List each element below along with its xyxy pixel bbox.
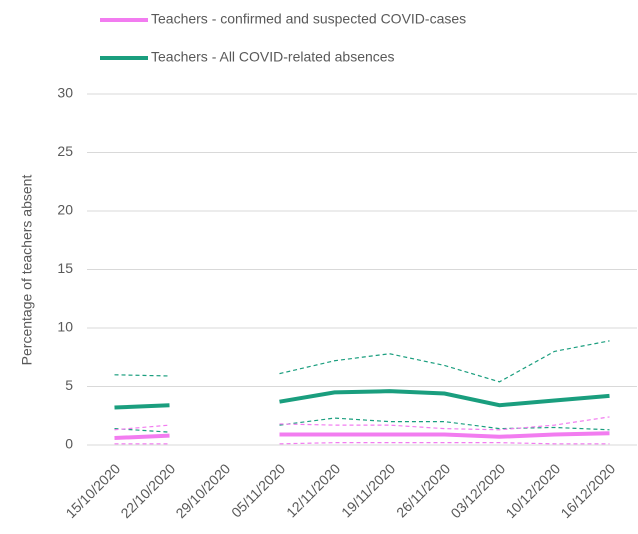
x-tick-label: 05/11/2020 <box>228 460 288 520</box>
x-tick-label: 15/10/2020 <box>62 460 123 521</box>
series-line <box>114 431 610 440</box>
x-tick-label: 03/12/2020 <box>447 460 508 521</box>
legend-label: Teachers - All COVID-related absences <box>151 49 395 65</box>
x-tick-label: 22/10/2020 <box>117 460 178 521</box>
bound-line <box>114 340 610 383</box>
x-tick-label: 10/12/2020 <box>502 460 563 521</box>
y-axis-label: Percentage of teachers absent <box>19 175 35 366</box>
series-line <box>114 389 610 410</box>
y-tick-label: 20 <box>57 202 73 218</box>
bound-line <box>114 417 610 433</box>
x-tick-label: 12/11/2020 <box>283 460 343 520</box>
y-tick-label: 0 <box>65 436 73 452</box>
x-tick-label: 26/11/2020 <box>393 460 453 520</box>
bound-line <box>114 416 610 431</box>
y-tick-label: 15 <box>57 260 73 276</box>
x-tick-label: 16/12/2020 <box>557 460 618 521</box>
legend-label: Teachers - confirmed and suspected COVID… <box>151 11 466 27</box>
y-tick-label: 25 <box>57 143 73 159</box>
y-tick-label: 5 <box>65 377 73 393</box>
x-tick-label: 19/11/2020 <box>338 460 398 520</box>
y-tick-label: 30 <box>57 85 73 101</box>
x-tick-label: 29/10/2020 <box>172 460 233 521</box>
y-tick-label: 10 <box>57 319 73 335</box>
bound-line <box>114 442 610 445</box>
